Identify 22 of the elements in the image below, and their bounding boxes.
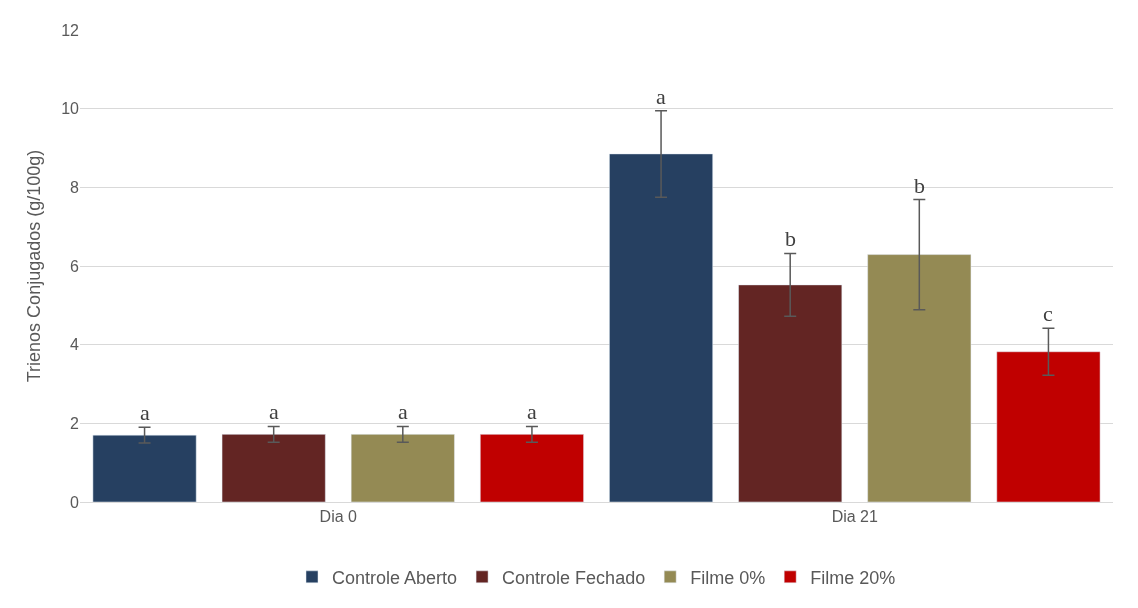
legend-label: Controle Aberto: [332, 567, 458, 588]
legend-label: Controle Fechado: [502, 567, 646, 588]
y-axis-title: Trienos Conjugados (g/100g): [24, 149, 45, 383]
data-label: a: [398, 399, 408, 424]
data-label: a: [269, 399, 279, 424]
y-tick-label: 6: [70, 257, 80, 275]
y-tick-label: 0: [70, 493, 80, 511]
data-label: b: [785, 226, 796, 251]
legend-label: Filme 0%: [690, 567, 766, 588]
data-label: b: [914, 173, 925, 198]
y-tick-label: 10: [61, 100, 80, 118]
y-tick-label: 12: [61, 21, 80, 39]
legend-label: Filme 20%: [810, 567, 896, 588]
data-label: a: [656, 84, 666, 109]
y-tick-label: 4: [70, 336, 80, 354]
x-tick-label: Dia 0: [319, 508, 358, 526]
y-tick-label: 8: [70, 178, 80, 196]
data-label: a: [527, 399, 537, 424]
y-tick-label: 2: [70, 414, 80, 432]
x-tick-label: Dia 21: [831, 508, 878, 526]
data-label: c: [1043, 301, 1053, 326]
data-label: a: [140, 400, 150, 425]
